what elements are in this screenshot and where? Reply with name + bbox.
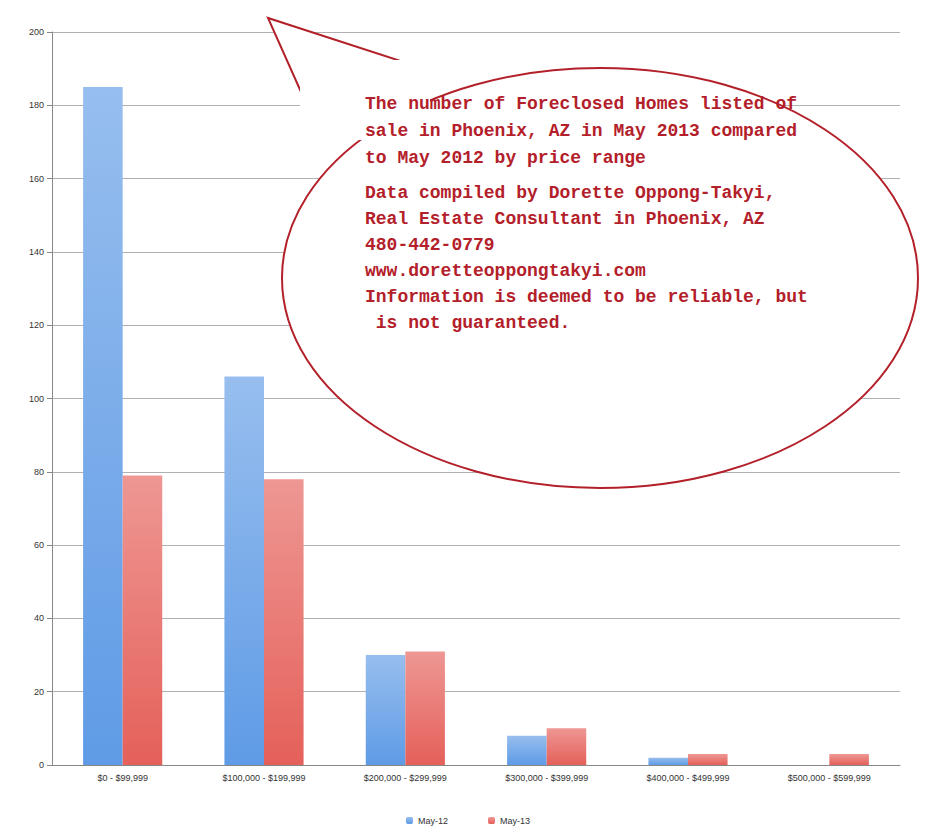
svg-text:sale in Phoenix, AZ in May 201: sale in Phoenix, AZ in May 2013 compared	[365, 121, 808, 141]
svg-text:www.doretteoppongtakyi.com: www.doretteoppongtakyi.com	[365, 261, 646, 281]
svg-text:$500,000 - $599,999: $500,000 - $599,999	[788, 773, 871, 783]
svg-text:200: 200	[29, 27, 44, 37]
svg-text:$300,000 - $399,999: $300,000 - $399,999	[505, 773, 588, 783]
svg-text:180: 180	[29, 100, 44, 110]
svg-text:Real Estate Consultant in Phoe: Real Estate Consultant in Phoenix, AZ	[365, 209, 765, 229]
svg-text:$200,000 - $299,999: $200,000 - $299,999	[364, 773, 447, 783]
svg-text:May-12: May-12	[418, 816, 448, 826]
svg-text:60: 60	[34, 540, 44, 550]
svg-text:is not guaranteed.: is not guaranteed.	[365, 313, 570, 333]
svg-text:May-13: May-13	[500, 816, 530, 826]
svg-text:480-442-0779: 480-442-0779	[365, 235, 495, 255]
svg-text:Information is deemed to be re: Information is deemed to be reliable, bu…	[365, 287, 808, 307]
svg-text:0: 0	[39, 760, 44, 770]
svg-text:$0 - $99,999: $0 - $99,999	[97, 773, 148, 783]
svg-text:The number of Foreclosed Homes: The number of Foreclosed Homes listed of	[365, 94, 808, 114]
svg-text:to May 2012 by price range: to May 2012 by price range	[365, 148, 646, 168]
svg-text:80: 80	[34, 467, 44, 477]
svg-text:$100,000 - $199,999: $100,000 - $199,999	[222, 773, 305, 783]
svg-text:160: 160	[29, 174, 44, 184]
svg-text:Data compiled by Dorette Oppon: Data compiled by Dorette Oppong-Takyi,	[365, 183, 786, 203]
svg-text:20: 20	[34, 687, 44, 697]
svg-text:100: 100	[29, 394, 44, 404]
svg-text:$400,000 - $499,999: $400,000 - $499,999	[646, 773, 729, 783]
svg-text:120: 120	[29, 320, 44, 330]
svg-text:40: 40	[34, 613, 44, 623]
svg-text:140: 140	[29, 247, 44, 257]
